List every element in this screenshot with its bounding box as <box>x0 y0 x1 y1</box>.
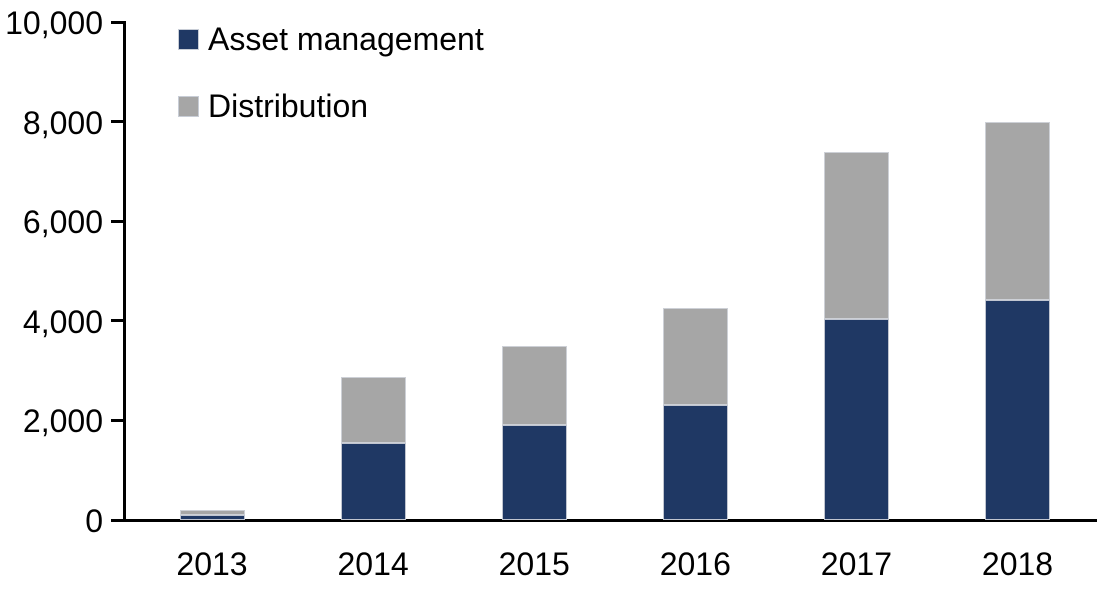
bar-segment-distribution-2018 <box>985 121 1050 300</box>
bar-segment-asset-management-2016 <box>662 404 728 520</box>
bar-segment-distribution-2016 <box>662 308 728 405</box>
y-axis-tick <box>111 418 124 422</box>
x-axis-label-2016: 2016 <box>659 546 731 582</box>
x-axis <box>123 518 1097 522</box>
y-axis-tick-label: 0 <box>85 503 103 539</box>
bar-2013 <box>179 510 245 520</box>
y-axis-tick <box>111 120 124 124</box>
y-axis-tick-label: 2,000 <box>22 403 103 440</box>
bar-2014 <box>340 377 406 520</box>
y-axis-tick-label: 6,000 <box>22 204 103 241</box>
bar-segment-asset-management-2017 <box>823 318 889 520</box>
bar-segment-distribution-2013 <box>179 510 245 516</box>
bar-segment-asset-management-2013 <box>179 515 245 520</box>
bar-segment-asset-management-2015 <box>501 425 567 520</box>
bar-segment-distribution-2017 <box>823 151 889 319</box>
legend-label-distribution: Distribution <box>208 88 369 124</box>
legend-swatch-asset-management <box>178 28 199 50</box>
y-axis <box>123 21 126 520</box>
y-axis-tick-label: 8,000 <box>22 104 103 141</box>
x-axis-label-2014: 2014 <box>337 546 409 582</box>
legend-swatch-distribution <box>178 95 199 117</box>
x-axis-label-2018: 2018 <box>981 546 1054 582</box>
legend-item-distribution: Distribution <box>178 90 508 122</box>
bar-2015 <box>501 345 567 520</box>
bar-segment-distribution-2014 <box>340 377 406 443</box>
y-axis-tick-label: 4,000 <box>22 303 103 340</box>
legend: Asset management Distribution <box>178 23 508 162</box>
x-axis-label-2013: 2013 <box>176 546 248 582</box>
bar-segment-asset-management-2014 <box>340 442 406 520</box>
x-axis-label-2015: 2015 <box>498 546 570 582</box>
x-axis-label-2017: 2017 <box>820 546 892 582</box>
y-axis-tick <box>111 20 124 24</box>
bar-2016 <box>662 308 728 520</box>
bar-segment-asset-management-2018 <box>985 299 1050 520</box>
y-axis-tick-label: 10,000 <box>5 5 103 41</box>
bar-segment-distribution-2015 <box>501 345 567 426</box>
y-axis-tick <box>111 219 124 223</box>
y-axis-tick <box>111 518 124 522</box>
y-axis-tick <box>111 319 124 323</box>
legend-label-asset-management: Asset management <box>208 21 484 57</box>
bar-2017 <box>823 151 889 520</box>
bar-2018 <box>985 121 1050 520</box>
legend-item-asset-management: Asset management <box>178 23 508 55</box>
